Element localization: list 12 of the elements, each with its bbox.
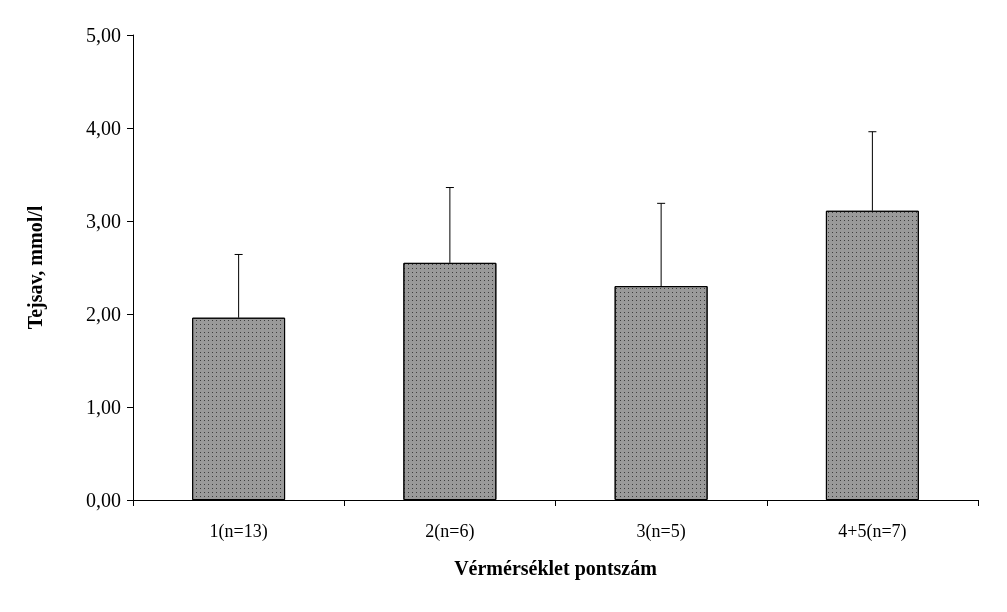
y-tick-label: 3,00 — [86, 210, 121, 232]
y-tick-label: 5,00 — [86, 24, 121, 46]
x-tick-label: 1(n=13) — [209, 521, 268, 542]
x-tick-label: 2(n=6) — [425, 521, 475, 542]
y-axis-title: Tejsav, mmol/l — [24, 205, 47, 330]
y-tick-label: 0,00 — [86, 489, 121, 511]
y-tick-label: 4,00 — [86, 117, 121, 139]
x-axis-title: Vérmérséklet pontszám — [454, 557, 658, 580]
y-tick-label: 1,00 — [86, 396, 121, 418]
y-tick-label: 2,00 — [86, 303, 121, 325]
x-tick-label: 4+5(n=7) — [838, 521, 907, 542]
x-tick-label: 3(n=5) — [636, 521, 686, 542]
